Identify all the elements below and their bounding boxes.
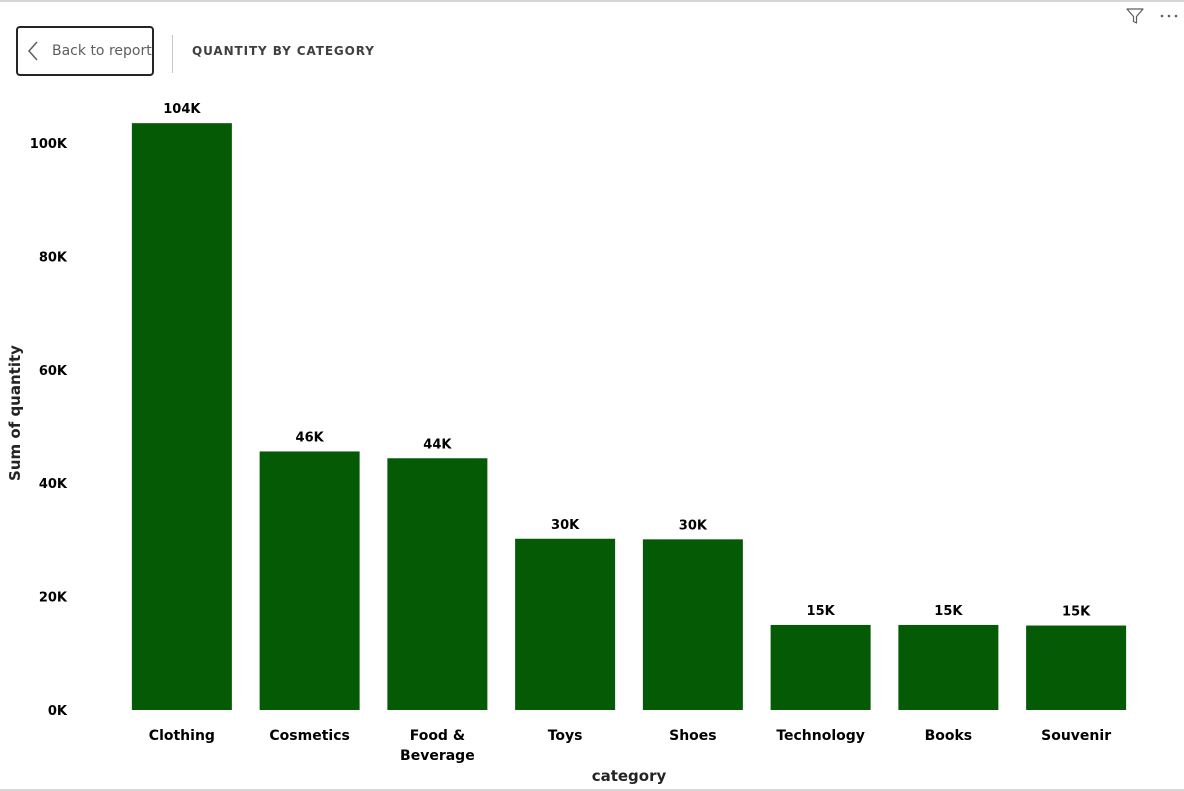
data-label: 15K	[807, 604, 836, 619]
x-tick-label: Technology	[776, 728, 865, 744]
y-tick-label: 100K	[30, 137, 68, 152]
data-labels: 104K 46K 44K 30K 30K 15K 15K 15K	[163, 102, 1091, 619]
y-tick-label: 60K	[39, 364, 68, 379]
x-tick-label: Souvenir	[1041, 728, 1111, 744]
bar[interactable]	[259, 451, 360, 710]
bar[interactable]	[770, 624, 871, 710]
y-tick-label: 80K	[39, 250, 68, 265]
x-tick-label: Cosmetics	[269, 728, 349, 744]
x-tick-label: Toys	[548, 728, 583, 744]
y-tick-label: 0K	[48, 704, 68, 719]
bar[interactable]	[387, 458, 488, 710]
x-tick-label: Clothing	[149, 728, 215, 744]
bottom-border	[0, 789, 1184, 791]
y-axis-ticks: 0K 20K 40K 60K 80K 100K	[30, 137, 68, 719]
header-divider	[172, 35, 173, 73]
data-label: 44K	[423, 437, 452, 452]
back-to-report-button[interactable]: Back to report	[16, 26, 154, 76]
data-label: 15K	[1062, 605, 1091, 620]
y-tick-label: 40K	[39, 477, 68, 492]
bars	[131, 123, 1127, 710]
y-tick-label: 20K	[39, 591, 68, 606]
data-label: 30K	[679, 518, 708, 533]
bar[interactable]	[1026, 625, 1127, 710]
chevron-left-icon	[18, 28, 48, 74]
x-tick-label: Shoes	[669, 728, 717, 744]
y-axis-title: Sum of quantity	[6, 345, 24, 481]
x-tick-label: Food & Beverage	[400, 728, 475, 764]
x-tick-label: Books	[925, 728, 973, 744]
data-label: 46K	[296, 430, 325, 445]
bar[interactable]	[131, 123, 232, 710]
data-label: 104K	[163, 102, 201, 117]
data-label: 30K	[551, 518, 580, 533]
x-axis-ticks: Clothing Cosmetics Food & Beverage Toys Shoes…	[149, 728, 1111, 764]
back-to-report-label: Back to report	[52, 43, 152, 59]
data-label: 15K	[934, 604, 963, 619]
bar[interactable]	[898, 624, 999, 710]
top-border	[0, 0, 1184, 2]
bar[interactable]	[515, 538, 616, 710]
bar[interactable]	[642, 539, 743, 710]
more-options-icon[interactable]	[1156, 6, 1182, 26]
filter-icon[interactable]	[1124, 6, 1146, 26]
page-title: QUANTITY BY CATEGORY	[192, 44, 375, 58]
x-axis-title: category	[592, 767, 667, 785]
